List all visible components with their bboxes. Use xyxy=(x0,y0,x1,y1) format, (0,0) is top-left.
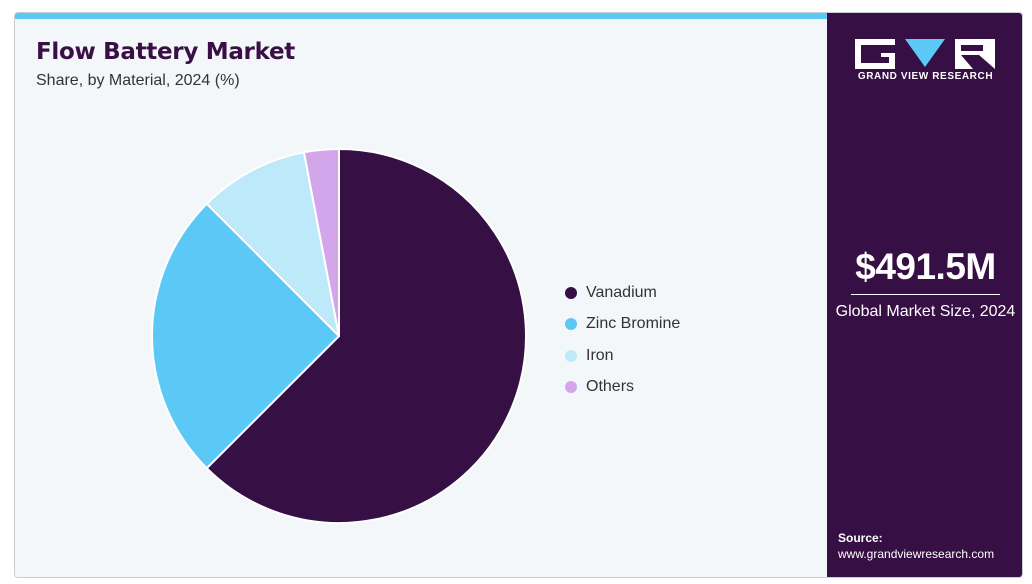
gvr-logo-icon xyxy=(855,39,995,69)
legend-item-zinc-bromine: Zinc Bromine xyxy=(565,309,680,341)
chart-card: Flow Battery Market Share, by Material, … xyxy=(14,12,1023,578)
chart-subtitle: Share, by Material, 2024 (%) xyxy=(36,72,240,89)
pie-chart xyxy=(151,148,527,524)
chart-title: Flow Battery Market xyxy=(36,39,295,65)
legend-item-others: Others xyxy=(565,372,680,404)
pie-slice-vanadium xyxy=(205,148,527,524)
legend-swatch xyxy=(565,286,577,299)
source-label: Source: xyxy=(838,531,883,545)
market-size-label: Global Market Size, 2024 xyxy=(835,303,1016,320)
market-size-value: $491.5M xyxy=(855,246,996,287)
legend-label: Vanadium xyxy=(586,283,657,301)
info-sidebar: GRAND VIEW RESEARCH $491.5M Global Marke… xyxy=(827,13,1022,577)
logo-text: GRAND VIEW RESEARCH xyxy=(857,71,994,82)
pie-slice-iron xyxy=(205,151,340,337)
source-link[interactable]: www.grandviewresearch.com xyxy=(838,547,995,561)
accent-bar xyxy=(15,13,827,19)
pie-slice-zinc-bromine xyxy=(151,202,340,470)
legend-label: Others xyxy=(586,378,635,396)
legend-label: Zinc Bromine xyxy=(586,315,681,333)
legend-label: Iron xyxy=(586,346,614,364)
legend-swatch xyxy=(565,349,577,362)
chart-legend: Vanadium Zinc Bromine Iron Others xyxy=(565,277,680,403)
legend-swatch xyxy=(565,381,577,394)
pie-slice-others xyxy=(302,148,340,337)
legend-item-iron: Iron xyxy=(565,340,680,372)
legend-swatch xyxy=(565,318,577,331)
divider xyxy=(851,294,1000,295)
legend-item-vanadium: Vanadium xyxy=(565,277,680,309)
